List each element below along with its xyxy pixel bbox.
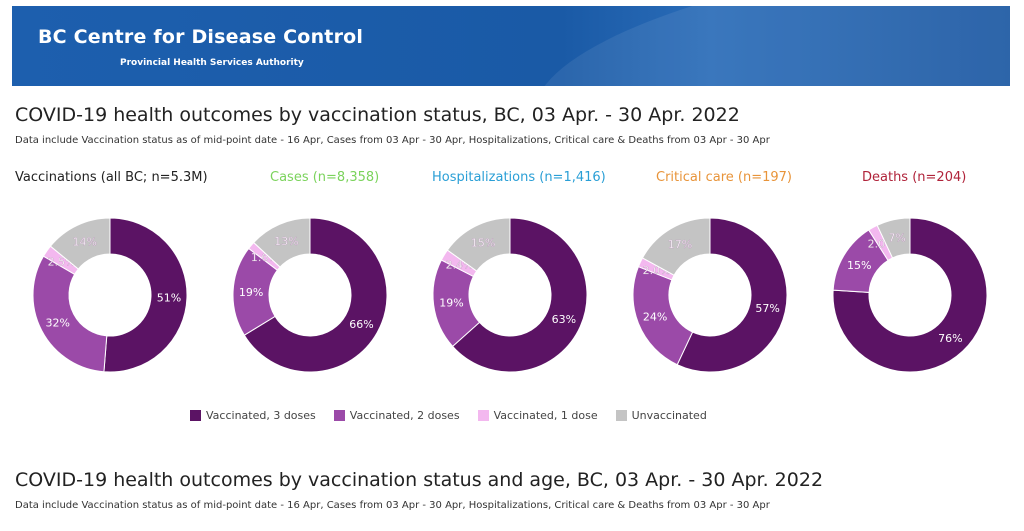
slice-unvaccinated — [641, 217, 711, 276]
legend-item-3-doses: Vaccinated, 3 doses — [190, 409, 316, 422]
slice-2-doses — [32, 255, 108, 373]
slice-3-doses — [451, 217, 588, 373]
slice-unvaccinated — [876, 217, 911, 259]
data-label-2-doses: 24% — [643, 311, 667, 324]
section1-subtitle: Data include Vaccination status as of mi… — [15, 135, 770, 146]
data-label-2-doses: 15% — [847, 259, 871, 272]
data-label-3-doses: 63% — [552, 313, 576, 326]
header-banner: BC Centre for Disease Control Provincial… — [12, 6, 1010, 86]
data-label-unvaccinated: 17% — [668, 238, 692, 251]
data-label-unvaccinated: 7% — [888, 231, 905, 244]
slice-unvaccinated — [446, 217, 511, 272]
panel-title-deaths: Deaths (n=204) — [862, 170, 967, 185]
section1-title: COVID-19 health outcomes by vaccination … — [15, 104, 740, 126]
legend-swatch — [615, 410, 627, 421]
org-subtitle: Provincial Health Services Authority — [120, 58, 304, 68]
panel-title-critical-care: Critical care (n=197) — [656, 170, 792, 185]
data-label-2-doses: 19% — [439, 297, 463, 310]
org-name: BC Centre for Disease Control — [38, 26, 364, 48]
data-label-2-doses: 32% — [45, 316, 69, 329]
legend-label: Vaccinated, 1 dose — [493, 409, 598, 422]
data-label-2-doses: 19% — [239, 286, 263, 299]
data-label-3-doses: 57% — [755, 302, 779, 315]
legend-label: Vaccinated, 2 doses — [349, 409, 460, 422]
slice-unvaccinated — [49, 217, 111, 270]
panel-title-hospitalizations: Hospitalizations (n=1,416) — [432, 170, 606, 185]
data-label-unvaccinated: 13% — [274, 235, 298, 248]
legend-label: Unvaccinated — [631, 409, 707, 422]
legend-label: Vaccinated, 3 doses — [206, 409, 316, 422]
data-label-unvaccinated: 14% — [73, 236, 97, 249]
slice-unvaccinated — [252, 217, 311, 268]
legend-swatch — [190, 410, 201, 421]
slice-3-doses — [103, 217, 188, 373]
data-label-3-doses: 76% — [938, 332, 962, 345]
section2-subtitle: Data include Vaccination status as of mi… — [15, 500, 770, 511]
data-label-3-doses: 51% — [157, 291, 181, 304]
legend-item-1-dose: Vaccinated, 1 dose — [477, 409, 598, 422]
panel-title-cases: Cases (n=8,358) — [270, 170, 380, 185]
legend-item-unvaccinated: Unvaccinated — [615, 409, 707, 422]
slice-3-doses — [676, 217, 788, 373]
slice-3-doses — [243, 217, 388, 373]
data-label-unvaccinated: 15% — [471, 237, 495, 250]
legend-item-2-doses: Vaccinated, 2 doses — [333, 409, 460, 422]
section2-title: COVID-19 health outcomes by vaccination … — [15, 469, 824, 491]
legend-swatch — [477, 410, 489, 421]
legend-swatch — [333, 410, 345, 421]
panel-title-vaccinations: Vaccinations (all BC; n=5.3M) — [15, 170, 208, 185]
data-label-3-doses: 66% — [349, 318, 373, 331]
chart-legend: Vaccinated, 3 doses Vaccinated, 2 doses … — [190, 409, 725, 422]
slice-3-doses — [832, 217, 988, 373]
